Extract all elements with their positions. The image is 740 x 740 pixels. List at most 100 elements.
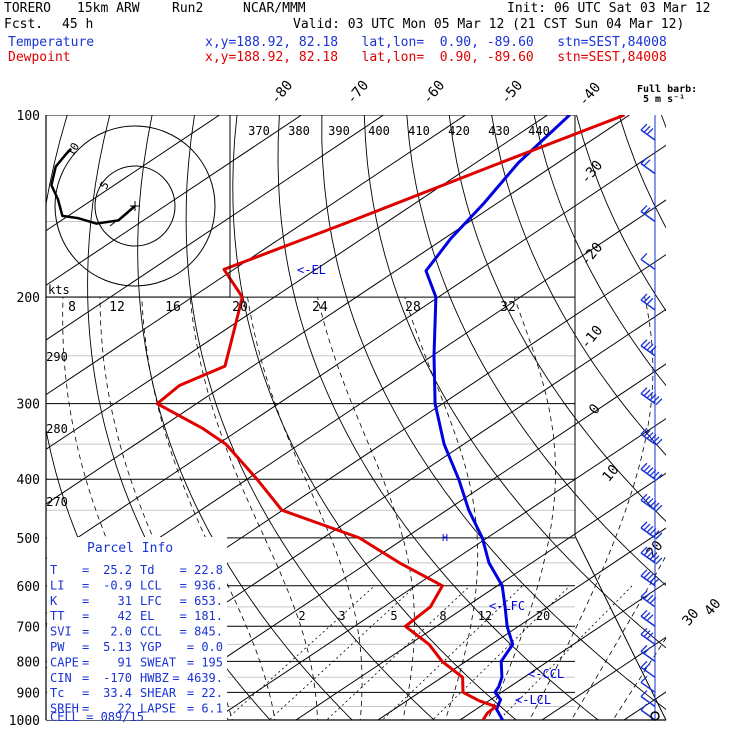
wind-speed-label: 20 <box>232 300 248 315</box>
dry-adiabat-line <box>618 115 666 229</box>
isotherm-line <box>46 115 302 286</box>
parcel-equals: = <box>82 671 89 685</box>
parcel-field-label: CCL <box>140 625 162 639</box>
wind-barb-flag <box>643 495 651 503</box>
parcel-field-value: = 653. <box>180 594 223 608</box>
wind-barb-flag <box>640 123 648 131</box>
parcel-field-value: 5.13 <box>103 640 132 654</box>
wind-barb-flag <box>640 690 648 697</box>
wind-speed-label: 32 <box>500 300 516 315</box>
wind-barb <box>640 627 656 646</box>
wind-barb-flag <box>640 157 648 165</box>
parcel-field-value: 25.2 <box>103 563 132 577</box>
level-marker-lcl: <-LCL <box>515 693 551 707</box>
theta-label: 280 <box>46 422 68 436</box>
pressure-label: 700 <box>17 620 40 635</box>
parcel-field-value: 42 <box>118 609 132 623</box>
wind-barb <box>640 590 657 608</box>
wind-barb-flag <box>652 436 660 444</box>
parcel-field-value: = 22.8 <box>180 563 223 577</box>
legend-dewpoint: Dewpoint <box>8 50 71 65</box>
parcel-field-value: 33.4 <box>103 686 132 700</box>
parcel-field-value: 91 <box>118 655 132 669</box>
theta-label: 270 <box>46 495 68 509</box>
wind-barb-staff <box>640 258 656 271</box>
wind-barb <box>640 293 656 311</box>
wind-barb <box>640 690 656 708</box>
parcel-field-label: LFC <box>140 594 162 608</box>
wind-barb-staff <box>640 695 656 708</box>
wind-barb-flag <box>640 339 648 347</box>
wind-barb <box>640 703 656 721</box>
mixing-ratio-line <box>326 585 471 720</box>
theta-label: 390 <box>328 124 350 138</box>
wind-barb <box>640 521 663 540</box>
wind-speed-label: 12 <box>109 300 125 315</box>
hodograph-ring-label: 10 <box>64 141 82 159</box>
parcel-equals: = <box>82 594 89 608</box>
wind-barb-staff <box>640 129 656 141</box>
hodograph-ring-inner <box>94 165 176 247</box>
wind-barb-flag <box>640 462 648 470</box>
wind-barb-flag <box>640 387 648 395</box>
temperature-profile-line <box>424 115 571 720</box>
wind-speed-label: 16 <box>165 300 181 315</box>
parcel-field-value: -0.9 <box>103 578 132 592</box>
parcel-field-label: K <box>50 594 58 608</box>
parcel-field-value: = 845. <box>180 625 223 639</box>
wind-barb <box>640 123 656 141</box>
wind-barb-flag <box>643 630 651 638</box>
pressure-label: 900 <box>17 686 40 701</box>
wind-barb-staff <box>640 210 656 223</box>
isotherm-label: -80 <box>268 78 297 108</box>
dry-adiabat-line <box>704 115 740 733</box>
wind-barb-flag <box>640 644 648 652</box>
parcel-field-value: = 0.0 <box>187 640 223 654</box>
wind-barb-flag <box>640 427 648 435</box>
isotherm-line <box>46 115 548 450</box>
parcel-field-value: = 6.1 <box>187 702 223 716</box>
wind-barb <box>640 609 656 627</box>
dewpoint-profile-line <box>155 115 626 720</box>
parcel-field-label: Tc <box>50 686 64 700</box>
dry-adiabat-line <box>533 115 666 387</box>
wind-barb <box>640 157 656 175</box>
skew-frame-line <box>574 535 667 721</box>
calm-wind-circle <box>650 711 660 721</box>
wind-barb-staff <box>640 299 656 311</box>
mixing-ratio-line <box>268 585 417 720</box>
wind-barb-flag <box>646 525 654 533</box>
theta-label: 290 <box>46 350 68 364</box>
wind-barb-flag <box>655 532 663 540</box>
moist-adiabat-line <box>247 297 363 720</box>
hodo-helper-mark: H <box>442 533 448 544</box>
pressure-label: 1000 <box>9 714 40 729</box>
wind-speed-label: 24 <box>312 300 328 315</box>
parcel-field-value: = 936. <box>180 578 223 592</box>
wind-barb-flag <box>652 530 660 538</box>
wind-barb-staff <box>640 633 656 646</box>
forecast-hour: 45 h <box>62 17 94 32</box>
mixing-ratio-line <box>432 585 571 720</box>
isotherm-line <box>46 115 630 505</box>
wind-barb-staff <box>640 709 656 721</box>
wind-barb-flag <box>643 571 651 579</box>
parcel-field-label: TT <box>50 609 64 623</box>
parcel-field-value: -170 <box>103 671 132 685</box>
wind-barb-staff <box>640 615 656 627</box>
wind-barb-flag <box>655 504 663 512</box>
theta-label: 410 <box>408 124 430 138</box>
wind-barb <box>640 427 663 446</box>
dry-adiabat-line <box>277 115 599 720</box>
parcel-field-label: CIN <box>50 671 72 685</box>
org-label: NCAR/MMM <box>243 1 306 16</box>
theta-label: 380 <box>288 124 310 138</box>
wind-barb-flag <box>643 125 651 133</box>
parcel-info-title: Parcel Info <box>87 541 173 556</box>
isotherm-label: 10 <box>599 462 622 485</box>
parcel-equals: = <box>82 702 89 716</box>
parcel-field-label: CAPE <box>50 655 79 669</box>
wind-barb <box>640 462 663 481</box>
dry-adiabat-line <box>232 115 517 720</box>
